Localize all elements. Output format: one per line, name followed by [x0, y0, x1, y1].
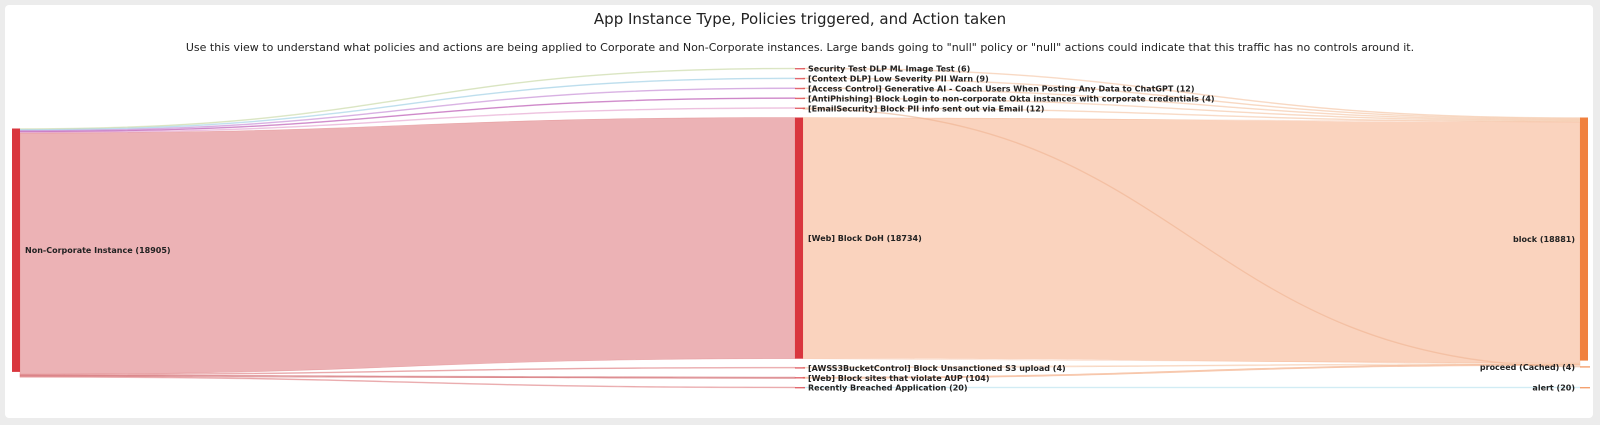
sankey-node-label-p3: [Access Control] Generative AI - Coach U… [808, 85, 1195, 94]
sankey-node-label-a3: alert (20) [1532, 384, 1575, 393]
sankey-node-label-src: Non-Corporate Instance (18905) [25, 246, 171, 255]
sankey-node-label-p4: [AntiPhishing] Block Login to non-corpor… [808, 94, 1215, 103]
sankey-node-p4[interactable] [795, 97, 805, 100]
sankey-node-label-a1: block (18881) [1513, 235, 1575, 244]
sankey-node-p5[interactable] [795, 107, 805, 109]
sankey-node-label-p1: Security Test DLP ML Image Test (6) [808, 65, 970, 74]
chart-subtitle: Use this view to understand what policie… [185, 41, 1415, 54]
sankey-node-p1[interactable] [795, 68, 805, 70]
sankey-node-a1[interactable] [1580, 117, 1588, 361]
sankey-node-label-p6: [Web] Block DoH (18734) [808, 234, 922, 243]
sankey-node-label-p2: [Context DLP] Low Severity PII Warn (9) [808, 75, 989, 84]
links [19, 67, 1581, 389]
nodes: Non-Corporate Instance (18905) Security T… [12, 65, 1590, 393]
sankey-node-p8[interactable] [795, 377, 805, 379]
sankey-node-label-p9: Recently Breached Application (20) [808, 384, 968, 393]
sankey-node-a3[interactable] [1580, 386, 1590, 389]
sankey-node-p2[interactable] [795, 77, 805, 80]
sankey-node-p3[interactable] [795, 87, 805, 90]
sankey-node-p7[interactable] [795, 367, 805, 369]
sankey-node-src[interactable] [12, 128, 20, 372]
sankey-node-p9[interactable] [795, 386, 805, 389]
sankey-link-p8-a1[interactable] [802, 363, 1581, 379]
sankey-node-label-p5: [EmailSecurity] Block PII info sent out … [808, 104, 1044, 113]
sankey-node-label-p8: [Web] Block sites that violate AUP (104) [808, 374, 990, 383]
sankey-node-a2[interactable] [1580, 366, 1590, 368]
chart-title: App Instance Type, Policies triggered, a… [593, 10, 1007, 28]
sankey-node-label-a2: proceed (Cached) (4) [1480, 363, 1575, 372]
sankey-node-p6[interactable] [795, 117, 803, 359]
sankey-node-label-p7: [AWSS3BucketControl] Block Unsanctioned … [808, 364, 1066, 373]
